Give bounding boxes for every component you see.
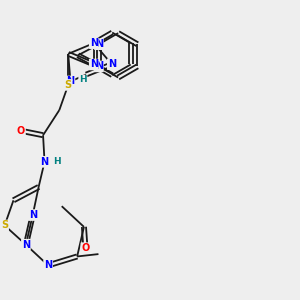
Text: O: O xyxy=(81,243,90,253)
Text: N: N xyxy=(90,59,98,70)
Text: N: N xyxy=(44,260,52,270)
Text: N: N xyxy=(108,59,116,69)
Text: H: H xyxy=(79,76,87,85)
Text: N: N xyxy=(90,38,98,48)
Text: N: N xyxy=(40,157,49,167)
Text: N: N xyxy=(28,210,37,220)
Text: N: N xyxy=(95,61,103,71)
Text: S: S xyxy=(1,220,8,230)
Text: N: N xyxy=(22,240,30,250)
Text: H: H xyxy=(53,157,61,166)
Text: N: N xyxy=(95,39,103,49)
Text: O: O xyxy=(17,126,25,136)
Text: N: N xyxy=(66,76,74,86)
Text: S: S xyxy=(65,80,72,90)
